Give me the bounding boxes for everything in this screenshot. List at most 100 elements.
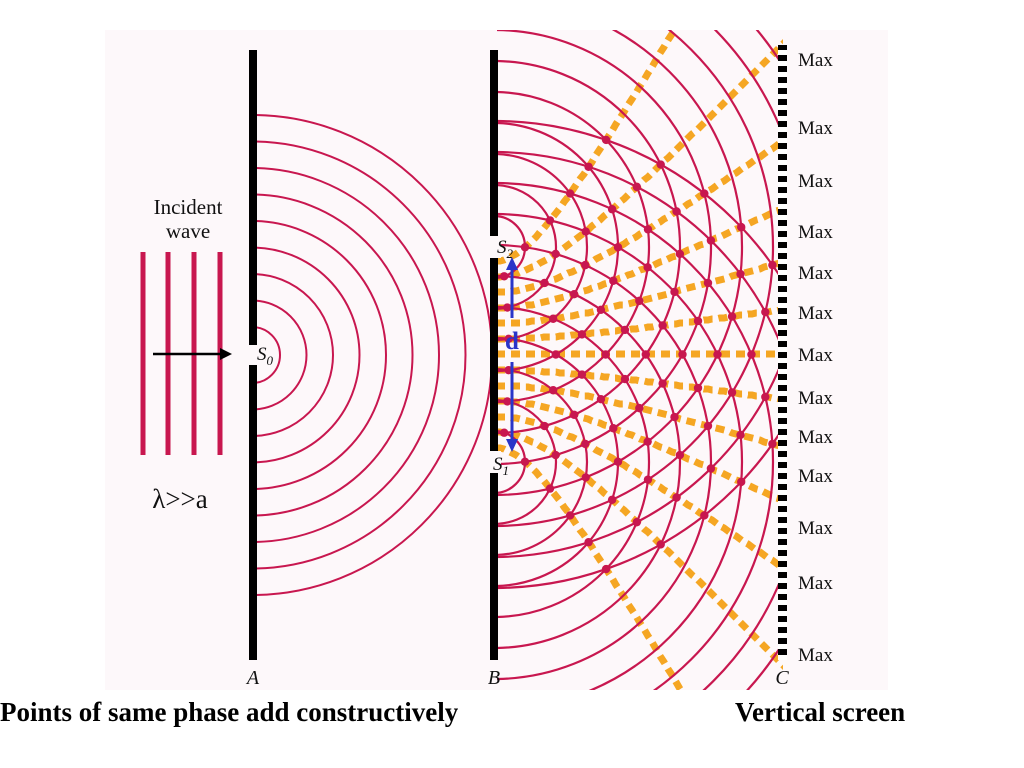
slit-wavefront xyxy=(497,274,682,650)
screen-dash xyxy=(778,655,787,660)
constructive-point xyxy=(706,236,716,245)
constructive-point xyxy=(747,350,756,359)
s0-wavefront xyxy=(256,193,414,517)
incident-label-line1: Incident xyxy=(154,195,223,219)
constructive-point xyxy=(700,189,709,198)
barrier-a-label: A xyxy=(245,667,260,689)
constructive-point xyxy=(703,278,713,288)
screen-dash xyxy=(778,413,787,418)
constructive-point xyxy=(569,289,579,299)
constructive-point xyxy=(551,450,560,460)
constructive-point xyxy=(675,249,685,259)
slit-wavefront xyxy=(497,30,744,497)
caption-screen: Vertical screen xyxy=(735,697,906,727)
caption-constructive: Points of same phase add constructively xyxy=(0,697,459,727)
screen-dash xyxy=(778,72,787,77)
barrier-b xyxy=(490,50,498,660)
constructive-point xyxy=(520,243,530,252)
screen-dash xyxy=(778,501,787,506)
slit-wavefront xyxy=(497,212,744,690)
constructive-point xyxy=(613,243,623,252)
constructive-ray xyxy=(497,428,783,670)
intersection-points xyxy=(499,135,777,574)
constructive-ray xyxy=(497,366,783,404)
slit-wavefront xyxy=(497,181,775,690)
constructive-point xyxy=(678,350,687,359)
screen-maxima-marks xyxy=(778,50,787,660)
constructive-point xyxy=(569,410,579,420)
constructive-point xyxy=(736,430,745,440)
constructive-ray xyxy=(497,39,783,281)
screen-dash xyxy=(778,600,787,605)
max-label: Max xyxy=(798,573,833,594)
propagation-arrow xyxy=(153,348,232,360)
screen-dash xyxy=(778,171,787,176)
constructive-point xyxy=(768,439,777,449)
screen-dash xyxy=(778,347,787,352)
constructive-ray xyxy=(497,444,685,690)
max-label: Max xyxy=(798,466,833,487)
max-label: Max xyxy=(798,263,833,284)
constructive-point xyxy=(670,287,679,297)
constructive-point xyxy=(635,403,644,413)
screen-dash xyxy=(778,314,787,319)
constructive-point xyxy=(656,160,665,169)
constructive-point xyxy=(700,511,709,520)
slit-wavefront xyxy=(497,90,651,404)
constructive-point xyxy=(706,464,716,473)
screen-dash xyxy=(778,226,787,231)
screen-dash xyxy=(778,336,787,341)
screen-dash xyxy=(778,325,787,330)
separation-arrow xyxy=(506,257,518,452)
constructive-point xyxy=(643,225,653,234)
constructive-point xyxy=(672,493,681,502)
slit-gap-s2 xyxy=(487,236,501,258)
constructive-point xyxy=(499,272,509,281)
constructive-point xyxy=(601,350,610,359)
constructive-ray xyxy=(497,258,783,327)
screen-dash xyxy=(778,468,787,473)
constructive-point xyxy=(727,312,737,321)
max-label: Max xyxy=(798,50,833,71)
max-label: Max xyxy=(798,118,833,139)
source-s0-label: S0 xyxy=(257,344,274,368)
constructive-point xyxy=(635,296,644,306)
constructive-point xyxy=(540,421,549,431)
barrier-c-label: C xyxy=(775,667,789,689)
separation-label: d xyxy=(505,328,519,355)
constructive-point xyxy=(503,303,512,312)
screen-dash xyxy=(778,611,787,616)
screen-dash xyxy=(778,380,787,385)
constructive-ray xyxy=(497,382,783,451)
constructive-point xyxy=(693,316,703,326)
slit-wavefront xyxy=(497,398,558,526)
screen-dash xyxy=(778,578,787,583)
constructive-point xyxy=(643,263,652,272)
slit-gap-s0 xyxy=(246,345,260,365)
constructive-point xyxy=(581,473,590,482)
constructive-point xyxy=(607,205,617,214)
screen-dash xyxy=(778,270,787,275)
screen-dash xyxy=(778,149,787,154)
s0-wavefront xyxy=(256,167,440,543)
constructive-point xyxy=(736,269,745,279)
screen-dash xyxy=(778,424,787,429)
constructive-point xyxy=(581,439,590,449)
screen-dash xyxy=(778,248,787,253)
constructive-point xyxy=(670,412,679,422)
screen-dash xyxy=(778,116,787,121)
constructive-point xyxy=(693,383,703,393)
max-label: Max xyxy=(798,222,833,243)
s0-wavefront xyxy=(256,246,361,464)
constructive-point xyxy=(620,374,630,384)
constructive-point xyxy=(768,260,777,270)
constructive-point xyxy=(609,276,618,285)
max-label: Max xyxy=(798,171,833,192)
screen-dash xyxy=(778,589,787,594)
screen-dash xyxy=(778,644,787,649)
maxima-labels: Max Max Max Max Max Max Max Max Max Max Max Max Max xyxy=(798,50,833,666)
constructive-point xyxy=(551,350,561,359)
constructive-point xyxy=(520,457,530,466)
screen-dash xyxy=(778,303,787,308)
screen-dash xyxy=(778,105,787,110)
